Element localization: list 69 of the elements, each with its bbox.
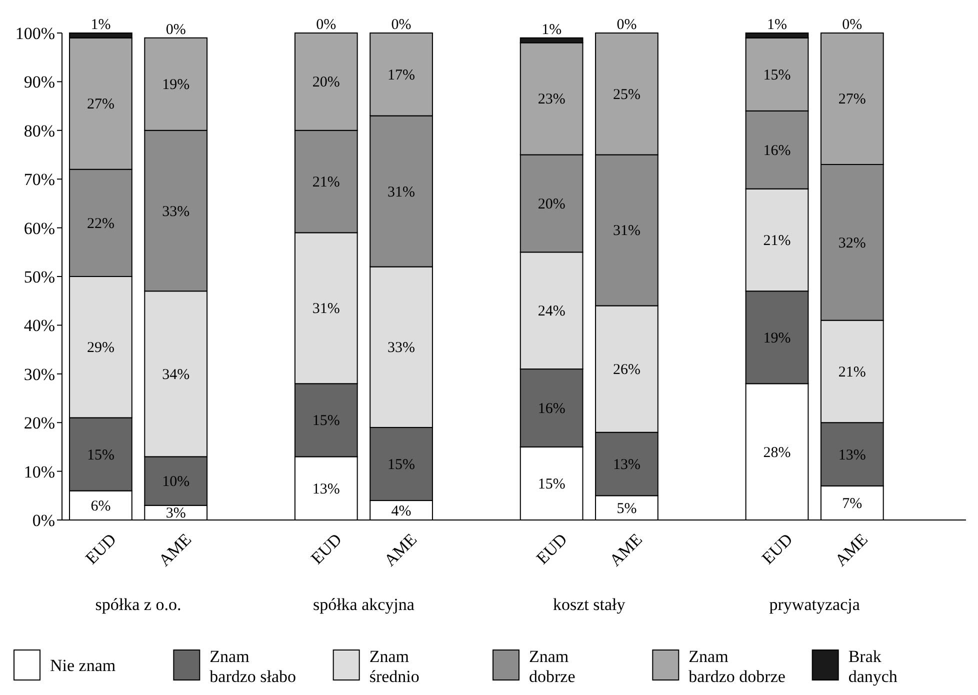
data-label: 28% (763, 444, 791, 461)
data-label: 21% (763, 232, 791, 249)
y-tick-label: 10% (24, 462, 55, 482)
data-label: 16% (538, 400, 566, 417)
data-label: 27% (86, 96, 114, 113)
y-tick-label: 0% (32, 511, 55, 530)
y-tick-label: 80% (24, 121, 55, 140)
data-label: 10% (162, 474, 190, 490)
data-label: 15% (538, 476, 566, 492)
data-label: 33% (388, 340, 416, 356)
data-label: 16% (763, 142, 791, 159)
y-tick-label: 50% (24, 268, 55, 286)
data-label: 27% (838, 92, 866, 108)
data-label: 0% (616, 17, 637, 33)
y-tick-label: 70% (24, 170, 55, 190)
data-label: 13% (312, 481, 340, 498)
data-label: 21% (312, 174, 340, 191)
data-label: 32% (838, 235, 866, 252)
legend-label: Brak danych (848, 647, 898, 686)
data-label: 25% (612, 86, 640, 103)
data-label: 13% (612, 456, 640, 473)
legend-label: Znam bardzo dobrze (688, 647, 786, 686)
data-label: 29% (86, 340, 114, 356)
data-label: 17% (388, 67, 416, 84)
data-label: 7% (842, 496, 862, 512)
data-label: 22% (86, 216, 114, 232)
data-label: 0% (316, 17, 336, 33)
y-tick-label: 40% (24, 316, 55, 336)
data-label: 1% (90, 17, 111, 33)
y-tick-label: 20% (24, 414, 55, 433)
data-label: 21% (838, 364, 866, 380)
data-label: 5% (616, 500, 637, 517)
y-tick-label: 30% (24, 364, 55, 384)
y-tick-label: 90% (24, 72, 55, 92)
data-label: 20% (312, 74, 340, 91)
data-label: 0% (842, 17, 862, 33)
legend-label: Znam dobrze (529, 647, 576, 686)
data-label: 6% (90, 498, 111, 514)
data-label: 34% (162, 366, 190, 383)
data-label: 4% (391, 503, 412, 520)
data-label: 15% (388, 456, 416, 473)
data-label: 0% (391, 17, 412, 33)
data-label: 31% (612, 223, 640, 240)
text: koszt stały (553, 595, 626, 614)
text: spółka akcyjna (312, 595, 415, 614)
data-label: 15% (312, 413, 340, 430)
y-tick-label: 100% (15, 24, 55, 43)
data-label: 19% (162, 77, 190, 94)
text: prywatyzacja (769, 595, 860, 614)
data-label: 1% (542, 22, 562, 38)
data-label: 33% (162, 204, 190, 220)
legend-label: Znam średnio (369, 647, 420, 686)
data-label: 3% (166, 506, 186, 522)
y-tick-label: 60% (24, 218, 55, 238)
legend-label: Znam bardzo słabo (210, 647, 296, 686)
data-label: 1% (767, 17, 788, 33)
data-label: 0% (166, 22, 186, 38)
data-label: 20% (538, 196, 566, 212)
data-label: 31% (388, 184, 416, 200)
data-label: 24% (538, 304, 566, 320)
legend-label: Nie znam (50, 656, 116, 675)
data-label: 23% (538, 92, 566, 108)
data-label: 19% (763, 330, 791, 346)
data-label: 15% (763, 67, 791, 84)
text: spółka z o.o. (95, 595, 182, 614)
data-label: 15% (86, 447, 114, 464)
data-label: 13% (838, 447, 866, 464)
data-label: 26% (612, 362, 640, 378)
data-label: 31% (312, 301, 340, 318)
